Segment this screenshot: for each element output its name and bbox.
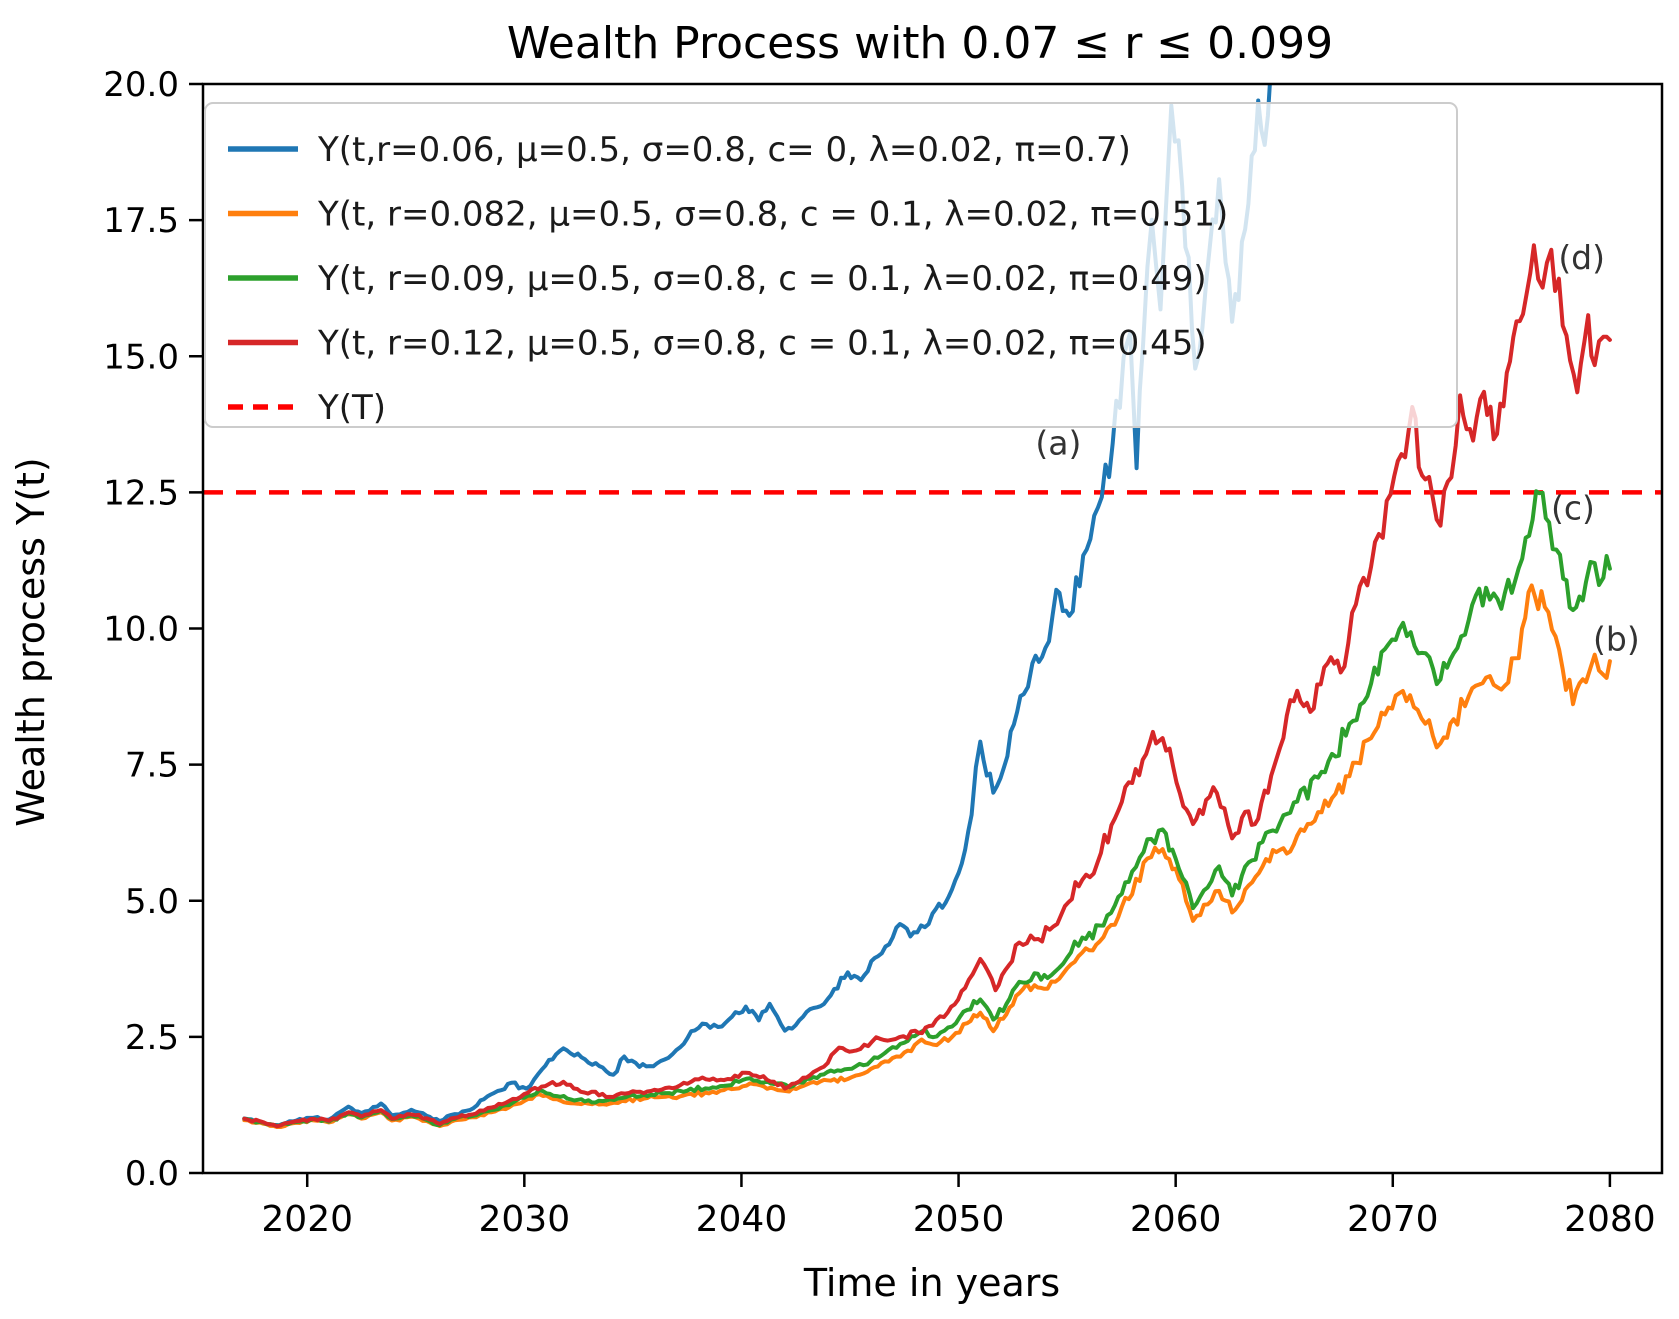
x-tick-label: 2050	[913, 1199, 1005, 1240]
x-tick-label: 2060	[1130, 1199, 1222, 1240]
annotations-layer: (a) (b) (c) (d)	[1035, 238, 1639, 658]
legend-entry-label: Y(t, r=0.09, μ=0.5, σ=0.8, c = 0.1, λ=0.…	[317, 259, 1207, 299]
y-tick-label: 12.5	[103, 473, 179, 513]
series-line-a	[242, 84, 1272, 1128]
series-line-b	[242, 583, 1612, 1129]
annotation-a: (a)	[1035, 423, 1081, 462]
legend-entry-label: Y(T)	[317, 388, 386, 428]
x-tick-label: 2020	[261, 1199, 353, 1240]
y-tick-label: 0.0	[125, 1154, 179, 1194]
series-line-c	[242, 489, 1612, 1128]
series-layer	[242, 84, 1612, 1129]
x-tick-label: 2030	[479, 1199, 571, 1240]
chart-title: Wealth Process with 0.07 ≤ r ≤ 0.099	[507, 18, 1333, 69]
y-tick-label: 15.0	[103, 337, 179, 377]
annotation-d: (d)	[1558, 238, 1605, 277]
y-tick-label: 5.0	[125, 882, 179, 922]
x-tick-label: 2070	[1347, 1199, 1439, 1240]
annotation-b: (b)	[1593, 619, 1640, 658]
y-tick-label: 20.0	[103, 65, 179, 105]
legend-entry-label: Y(t,r=0.06, μ=0.5, σ=0.8, c= 0, λ=0.02, …	[317, 130, 1131, 170]
x-tick-label: 2080	[1564, 1199, 1656, 1240]
x-axis-label: Time in years	[803, 1261, 1060, 1305]
y-tick-label: 2.5	[125, 1018, 179, 1058]
annotation-c: (c)	[1551, 489, 1595, 528]
y-tick-label: 10.0	[103, 610, 179, 650]
x-tick-label: 2040	[696, 1199, 788, 1240]
y-tick-label: 7.5	[125, 746, 179, 786]
y-axis-label: Wealth process Y(t)	[9, 457, 53, 827]
legend-entry-label: Y(t, r=0.082, μ=0.5, σ=0.8, c = 0.1, λ=0…	[317, 195, 1228, 235]
legend-frame	[204, 102, 1458, 428]
axes-layer: 2020 2030 2040 2050 2060 2070 2080 0.0 2.5 5.0 7.5…	[103, 65, 1664, 1240]
legend-entry-label: Y(t, r=0.12, μ=0.5, σ=0.8, c = 0.1, λ=0.…	[317, 324, 1207, 364]
y-tick-label: 17.5	[103, 201, 179, 241]
series-line-d	[242, 243, 1612, 1129]
legend: Y(t,r=0.06, μ=0.5, σ=0.8, c= 0, λ=0.02, …	[204, 102, 1458, 428]
